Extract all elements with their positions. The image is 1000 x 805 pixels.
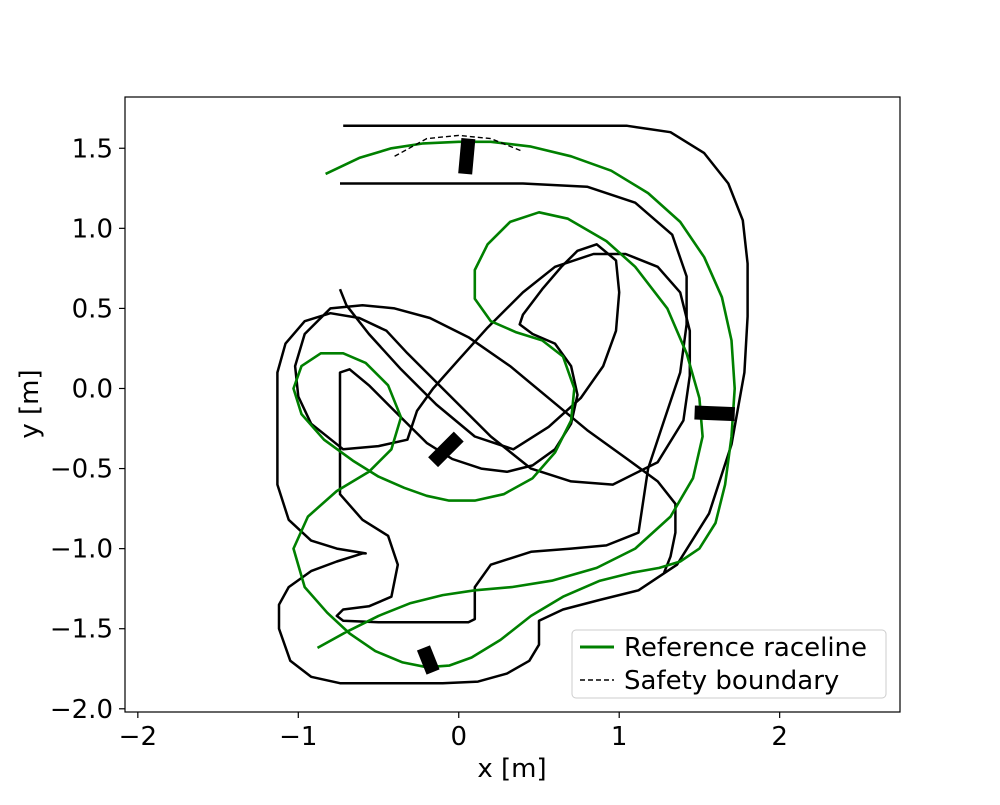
y-tick-label: −2.0 bbox=[50, 695, 113, 725]
plot-background bbox=[125, 97, 900, 712]
series-line-reference-raceline bbox=[292, 140, 736, 669]
legend-frame bbox=[571, 629, 887, 699]
y-tick-label: 0.5 bbox=[72, 294, 113, 324]
x-tick-label: 1 bbox=[611, 722, 628, 752]
series-layer bbox=[292, 134, 736, 669]
track-outer-boundary bbox=[276, 124, 749, 685]
x-tick-label: 0 bbox=[450, 722, 467, 752]
y-axis-label: y [m] bbox=[15, 369, 45, 438]
x-tick-label: −2 bbox=[119, 722, 157, 752]
track-layer bbox=[276, 124, 749, 685]
x-tick-label: −1 bbox=[279, 722, 317, 752]
gate-2 bbox=[694, 405, 736, 422]
y-tick-label: 0.0 bbox=[72, 374, 113, 404]
y-tick-label: 1.0 bbox=[72, 214, 113, 244]
legend-label-reference-raceline: Reference raceline bbox=[624, 633, 867, 663]
legend-label-safety-boundary: Safety boundary bbox=[624, 666, 839, 696]
gate-4 bbox=[416, 645, 440, 675]
y-tick-label: −1.0 bbox=[50, 535, 113, 565]
y-tick-label: −0.5 bbox=[50, 455, 113, 485]
x-tick-label: 2 bbox=[771, 722, 788, 752]
ticks-layer: −2 −1 0 1 2 1.5 1.0 0.5 0.0 −0.5 −1.0 −1.5 −2.0 bbox=[50, 134, 788, 752]
gate-1 bbox=[458, 138, 476, 175]
track-inner-boundary bbox=[335, 182, 688, 624]
gate-3 bbox=[428, 431, 464, 468]
series-line-safety-boundary bbox=[394, 134, 524, 157]
y-tick-label: 1.5 bbox=[72, 134, 113, 164]
x-axis-label: x [m] bbox=[477, 754, 546, 784]
gates-layer bbox=[416, 138, 736, 675]
plot-frame bbox=[124, 96, 901, 713]
legend: Reference raceline Safety boundary bbox=[571, 629, 887, 699]
y-tick-label: −1.5 bbox=[50, 615, 113, 645]
